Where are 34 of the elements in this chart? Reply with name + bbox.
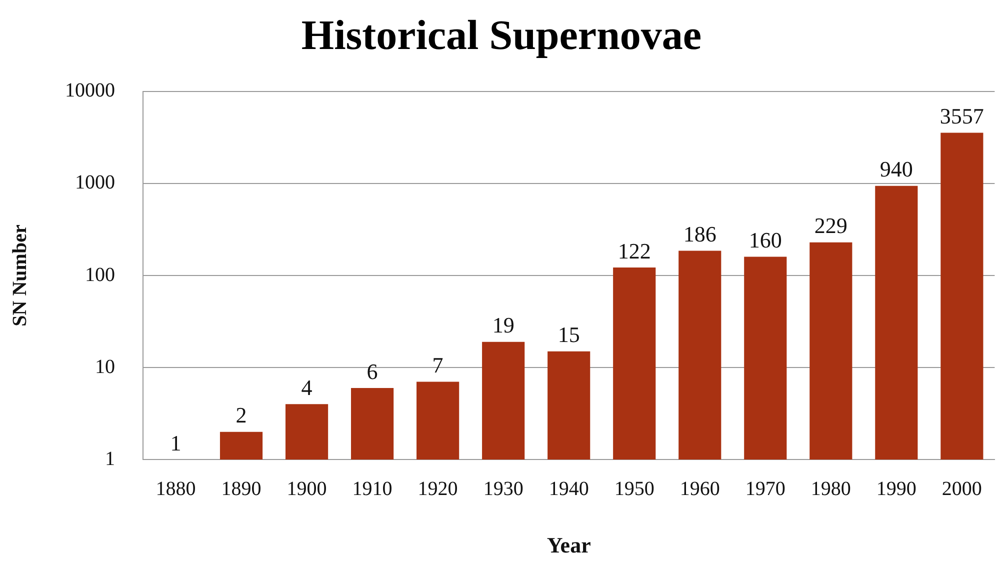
data-label: 229: [814, 213, 848, 238]
y-tick-label: 1: [105, 448, 115, 470]
data-label: 15: [558, 322, 580, 348]
y-axis-title: SN Number: [9, 224, 32, 326]
x-tick-label: 2000: [942, 478, 982, 500]
data-label: 1: [170, 430, 182, 456]
x-tick-label: 1880: [156, 478, 196, 500]
data-label: 3557: [940, 104, 984, 129]
data-label: 122: [618, 238, 651, 264]
chart-title: Historical Supernovae: [301, 13, 702, 60]
data-label: 160: [748, 227, 782, 252]
x-tick-label: 1980: [810, 478, 851, 500]
x-tick-label: 1920: [418, 478, 458, 500]
x-tick-label: 1960: [680, 478, 720, 500]
x-tick-label: 1890: [221, 478, 262, 500]
y-tick-label: 10000: [65, 80, 115, 102]
data-label: 4: [301, 374, 312, 400]
data-label: 2: [236, 402, 247, 428]
x-axis-title: Year: [546, 532, 592, 558]
x-tick-label: 1950: [614, 478, 654, 500]
data-label: 19: [492, 312, 514, 338]
x-tick-label: 1910: [352, 478, 392, 500]
x-tick-label: 1930: [483, 478, 524, 500]
x-tick-label: 1900: [286, 478, 327, 500]
data-label: 940: [880, 156, 913, 182]
y-tick-label: 10: [95, 356, 115, 378]
y-tick-label: 100: [85, 264, 115, 286]
y-tick-label: 1000: [75, 172, 115, 194]
data-label: 7: [432, 352, 444, 378]
x-tick-label: 1990: [876, 478, 916, 500]
x-tick-label: 1940: [548, 478, 589, 500]
data-label: 186: [683, 221, 716, 246]
data-label: 6: [366, 358, 378, 384]
x-tick-label: 1970: [745, 478, 786, 500]
